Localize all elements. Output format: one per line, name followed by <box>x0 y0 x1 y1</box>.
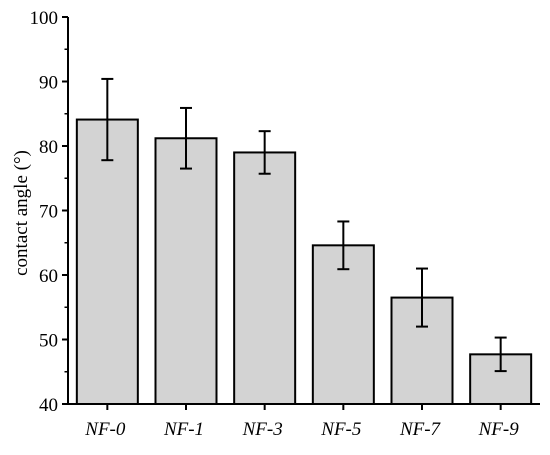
bar-nf-0 <box>75 118 139 406</box>
x-tick-label-nf-9: NF-9 <box>478 419 520 440</box>
x-tick-label-nf-0: NF-0 <box>84 419 126 440</box>
y-tick-label-40: 40 <box>39 395 58 416</box>
error-bars-group <box>101 77 507 373</box>
y-tick-label-60: 60 <box>39 266 58 287</box>
x-tick-label-nf-3: NF-3 <box>242 419 283 440</box>
y-tick-label-80: 80 <box>39 137 58 158</box>
bars-group <box>75 118 533 406</box>
bar-nf-3 <box>233 151 297 405</box>
y-tick-label-70: 70 <box>39 202 58 223</box>
y-tick-label-100: 100 <box>30 8 59 29</box>
y-tick-labels: 40 50 60 70 80 90 100 <box>30 8 59 416</box>
axes-group <box>62 16 540 410</box>
y-tick-label-50: 50 <box>39 331 58 352</box>
bar-nf-5 <box>311 244 375 405</box>
y-tick-label-90: 90 <box>39 73 58 94</box>
x-tick-label-nf-5: NF-5 <box>320 419 361 440</box>
x-category-labels: NF-0 NF-1 NF-3 NF-5 NF-7 NF-9 <box>84 419 519 440</box>
y-axis-title: contact angle (°) <box>11 150 32 276</box>
x-tick-label-nf-7: NF-7 <box>399 419 442 440</box>
x-tick-label-nf-1: NF-1 <box>163 419 204 440</box>
bar-nf-1 <box>154 137 218 405</box>
